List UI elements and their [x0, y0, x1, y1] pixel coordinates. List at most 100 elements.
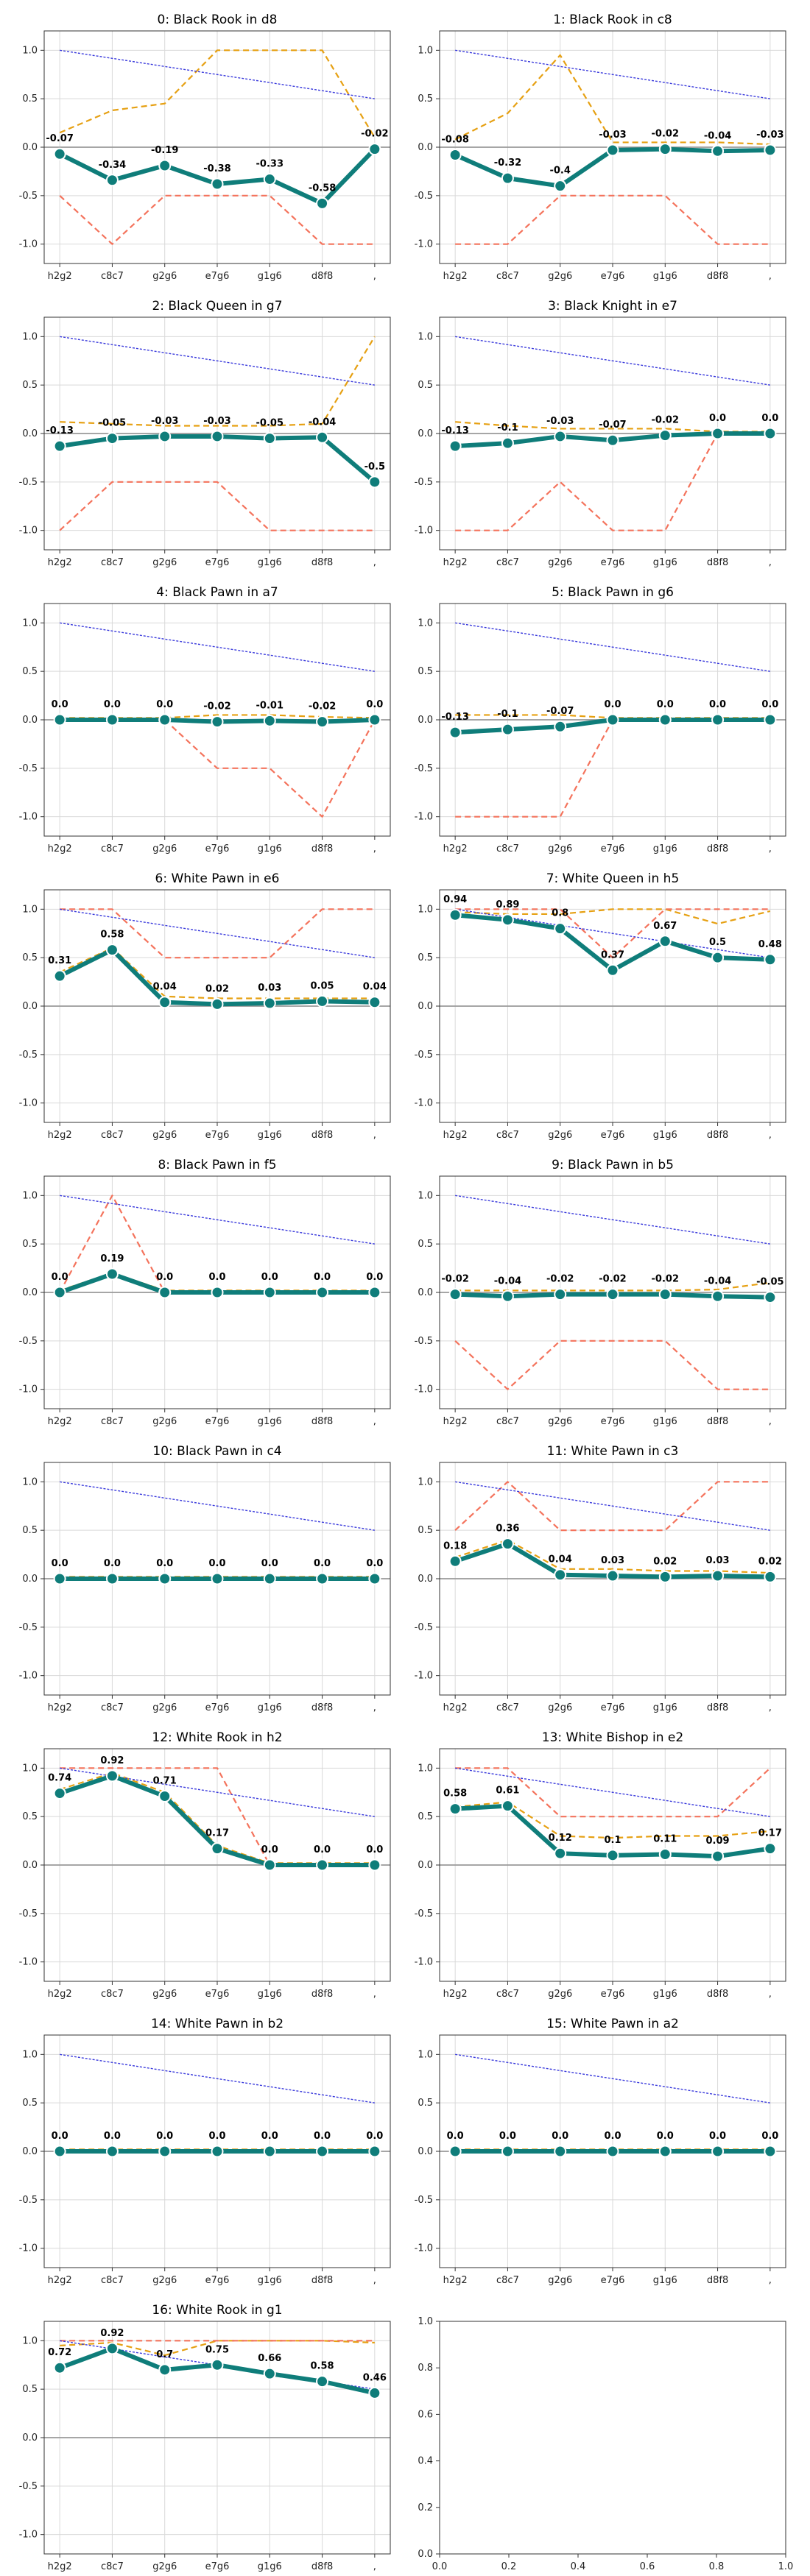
data-point	[764, 1842, 777, 1855]
data-point	[368, 143, 381, 156]
data-label: -0.01	[256, 700, 284, 711]
x-tick-label: ,	[769, 2275, 772, 2286]
x-tick-label: c8c7	[101, 1989, 124, 2000]
y-tick-label: 1.0	[22, 618, 38, 629]
data-label: -0.38	[203, 163, 230, 174]
subplot-3: 3: Black Knight in e7 -0.13 -0.1 -0.03 -0.07…	[415, 299, 786, 568]
subplot-title: 2: Black Queen in g7	[152, 299, 282, 314]
x-tick-label: g1g6	[258, 557, 282, 568]
subplot-title: 7: White Queen in h5	[546, 871, 680, 886]
data-label: 0.1	[604, 1835, 621, 1846]
y-tick-label: 0.0	[22, 1574, 38, 1585]
data-label: 0.0	[761, 699, 778, 710]
series-line-reference	[60, 336, 375, 386]
x-tick-label: d8f8	[311, 2561, 333, 2572]
data-label: 0.36	[496, 1524, 519, 1535]
data-label: 0.11	[653, 1834, 677, 1845]
data-point	[316, 2375, 329, 2388]
series-line-lower	[455, 1767, 771, 1818]
data-point	[211, 430, 224, 443]
x-tick-label: h2g2	[443, 271, 468, 282]
data-label: 0.0	[104, 2131, 121, 2142]
x-tick-label: h2g2	[443, 843, 468, 854]
data-point	[448, 439, 462, 453]
x-tick-label: ,	[373, 271, 376, 282]
y-tick-label: 1.0	[418, 2049, 433, 2060]
subplot-title: 5: Black Pawn in g6	[552, 585, 674, 600]
x-tick-label: c8c7	[496, 1130, 519, 1141]
subplot-title: 13: White Bishop in e2	[542, 1730, 683, 1745]
data-point	[53, 1787, 66, 1800]
x-tick-label: d8f8	[311, 1416, 333, 1427]
data-point	[606, 1849, 619, 1862]
subplot-14: 14: White Pawn in b2 0.0 0.0 0.0 0.0 0.0 0.0 0.…	[19, 2017, 391, 2286]
data-label: -0.33	[256, 158, 284, 169]
data-label: -0.02	[546, 1274, 574, 1285]
data-label: 0.0	[761, 413, 778, 424]
y-tick-label: 0.0	[22, 715, 38, 726]
data-point	[764, 427, 777, 440]
x-tick-label: g1g6	[653, 271, 677, 282]
series-line-reference	[60, 908, 375, 958]
x-tick-label: c8c7	[101, 1130, 124, 1141]
y-tick-label: 0.5	[418, 952, 433, 963]
data-point	[105, 1572, 119, 1585]
x-tick-label: 0.4	[571, 2561, 586, 2572]
y-tick-label: 0.5	[418, 380, 433, 391]
x-tick-label: e7g6	[205, 1702, 230, 1713]
x-tick-label: h2g2	[48, 2275, 72, 2286]
data-point	[263, 2367, 276, 2380]
series-line-reference	[455, 49, 770, 99]
data-label: 0.05	[311, 980, 334, 991]
data-label: -0.02	[652, 415, 679, 426]
x-tick-label: g2g6	[152, 843, 177, 854]
x-tick-label: g2g6	[548, 557, 572, 568]
subplot-title: 9: Black Pawn in b5	[552, 1158, 674, 1172]
x-tick-label: ,	[373, 1702, 376, 1713]
data-label: -0.07	[599, 420, 626, 431]
x-tick-label: h2g2	[48, 1130, 72, 1141]
series-line-reference	[455, 336, 770, 386]
data-label: 0.0	[314, 2131, 331, 2142]
data-point	[316, 431, 329, 444]
subplot-6: 6: White Pawn in e6 0.31 0.58 0.04 0.02 0.03 0…	[19, 871, 391, 1141]
data-label: -0.02	[203, 701, 230, 712]
data-point	[448, 2145, 462, 2158]
x-tick-label: e7g6	[601, 2275, 625, 2286]
data-point	[554, 180, 567, 193]
x-tick-label: e7g6	[205, 271, 230, 282]
y-tick-label: -1.0	[415, 526, 433, 537]
data-point	[764, 144, 777, 157]
data-label: 0.37	[601, 949, 624, 960]
x-tick-label: d8f8	[707, 1130, 728, 1141]
subplot-title: 14: White Pawn in b2	[151, 2017, 284, 2031]
y-tick-label: 0.5	[22, 666, 38, 677]
data-label: 0.0	[761, 2131, 778, 2142]
data-point	[606, 963, 619, 977]
x-tick-label: d8f8	[707, 1989, 728, 2000]
data-label: 0.02	[758, 1556, 782, 1567]
x-tick-label: d8f8	[311, 1989, 333, 2000]
data-label: 0.0	[447, 2131, 464, 2142]
data-label: -0.4	[549, 166, 570, 177]
data-label: 0.0	[261, 1844, 278, 1855]
data-label: -0.02	[441, 1274, 468, 1285]
data-point	[658, 1288, 672, 1301]
x-tick-label: e7g6	[205, 843, 230, 854]
data-label: 0.0	[52, 2131, 68, 2142]
y-tick-label: 1.0	[418, 1763, 433, 1774]
data-point	[263, 714, 276, 727]
data-point	[105, 174, 119, 187]
data-point	[105, 432, 119, 445]
data-label: -0.13	[46, 425, 73, 436]
x-tick-label: g2g6	[152, 1702, 177, 1713]
data-label: 0.74	[48, 1773, 71, 1784]
data-label: -0.13	[441, 712, 468, 723]
data-point	[711, 713, 725, 726]
y-tick-label: 0.0	[22, 2146, 38, 2157]
y-tick-label: 0.0	[22, 428, 38, 439]
data-point	[158, 430, 172, 443]
data-point	[263, 1858, 276, 1872]
x-tick-label: g1g6	[653, 1989, 677, 2000]
